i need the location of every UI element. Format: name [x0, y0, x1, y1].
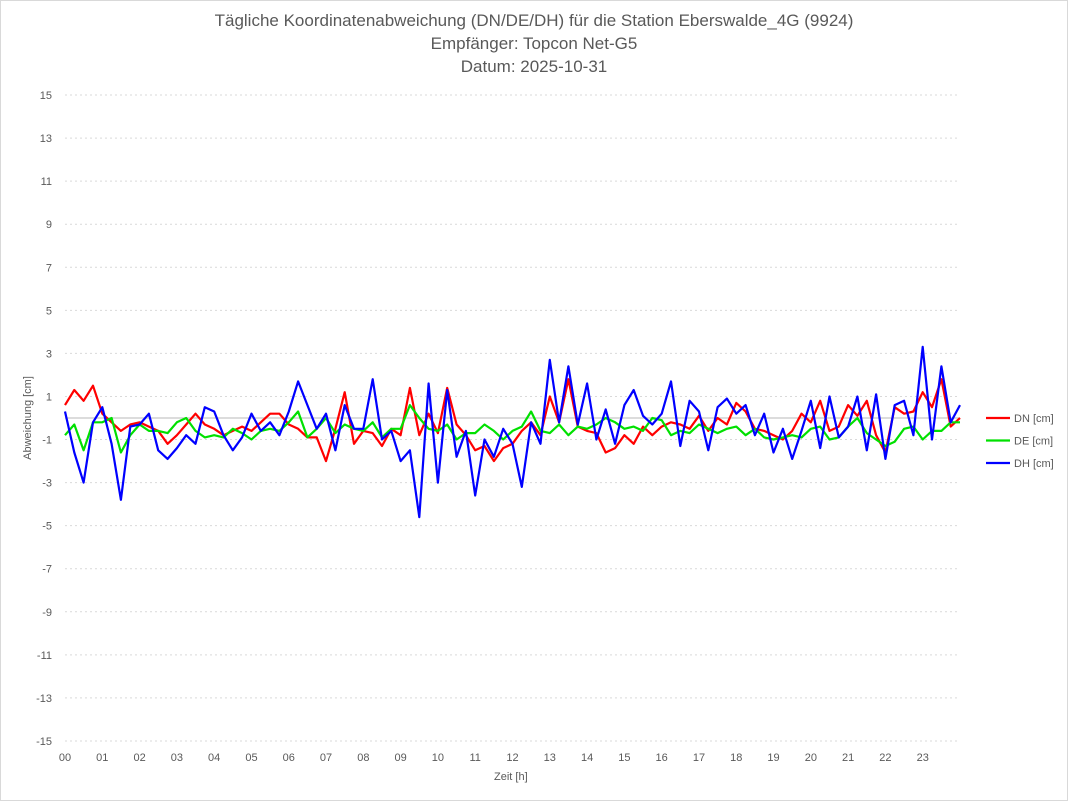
y-tick-label: -9 [42, 607, 52, 619]
chart-subtitle-receiver: Empfänger: Topcon Net-G5 [430, 34, 638, 53]
x-tick-label: 10 [432, 752, 444, 764]
y-axis-label: Abweichung [cm] [22, 376, 34, 460]
y-tick-label: 13 [40, 133, 52, 145]
x-tick-label: 07 [320, 752, 332, 764]
y-tick-label: -15 [36, 736, 52, 748]
chart-title: Tägliche Koordinatenabweichung (DN/DE/DH… [214, 11, 854, 30]
legend-label: DE [cm] [1014, 436, 1053, 448]
x-tick-label: 19 [767, 752, 779, 764]
y-tick-label: -3 [42, 478, 52, 490]
x-tick-label: 15 [618, 752, 630, 764]
x-tick-label: 01 [96, 752, 108, 764]
y-tick-label: -7 [42, 564, 52, 576]
x-tick-label: 00 [59, 752, 71, 764]
x-axis-label: Zeit [h] [494, 771, 528, 783]
x-tick-label: 06 [283, 752, 295, 764]
y-tick-label: 3 [46, 348, 52, 360]
x-tick-label: 14 [581, 752, 593, 764]
x-tick-label: 22 [879, 752, 891, 764]
chart-subtitle-date: Datum: 2025-10-31 [460, 57, 608, 76]
y-tick-label: -1 [42, 435, 52, 447]
x-tick-label: 23 [917, 752, 929, 764]
y-tick-label: 7 [46, 262, 52, 274]
x-tick-label: 17 [693, 752, 705, 764]
y-tick-label: 5 [46, 305, 52, 317]
y-tick-label: 11 [41, 176, 52, 188]
x-tick-label: 03 [171, 752, 183, 764]
x-tick-label: 20 [805, 752, 817, 764]
series-line-dh [63, 345, 961, 519]
x-tick-label: 08 [357, 752, 369, 764]
x-tick-label: 12 [506, 752, 518, 764]
x-tick-label: 05 [245, 752, 257, 764]
series-line-de [64, 404, 960, 454]
x-tick-label: 18 [730, 752, 742, 764]
legend-label: DN [cm] [1014, 413, 1054, 425]
y-tick-label: -5 [42, 521, 52, 533]
x-tick-label: 02 [133, 752, 145, 764]
x-tick-label: 16 [656, 752, 668, 764]
y-tick-label: 1 [46, 391, 52, 403]
y-tick-label: -13 [36, 693, 52, 705]
y-tick-label: 9 [46, 219, 52, 231]
x-tick-label: 09 [395, 752, 407, 764]
x-tick-label: 13 [544, 752, 556, 764]
y-tick-label: 15 [40, 90, 52, 102]
x-tick-label: 21 [842, 752, 854, 764]
y-tick-label: -11 [37, 650, 52, 662]
legend-label: DH [cm] [1014, 458, 1054, 470]
x-tick-label: 04 [208, 752, 220, 764]
x-tick-label: 11 [469, 752, 480, 764]
